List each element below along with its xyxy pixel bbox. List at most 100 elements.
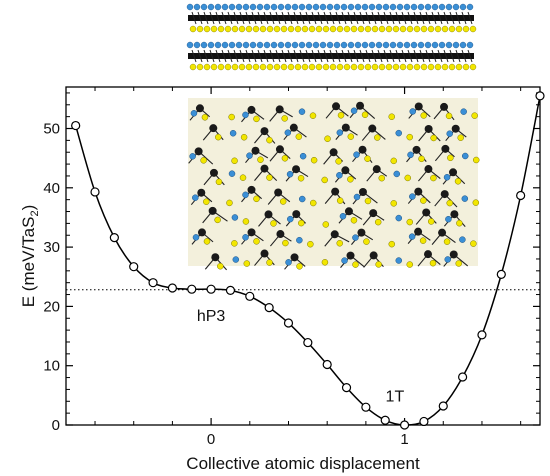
tantalum-atom [289, 123, 298, 132]
ta-bond [347, 49, 353, 63]
tantalum-atom [209, 124, 218, 133]
sulfur-atom [385, 25, 393, 33]
ta-bond [431, 11, 437, 25]
blue-atom [242, 41, 250, 49]
blue-atom [190, 110, 198, 117]
tantalum-atom [330, 230, 339, 239]
sulfur-atom [266, 174, 273, 181]
blue-atom [446, 130, 453, 137]
sulfur-atom [420, 112, 427, 119]
sulfur-atom [336, 63, 344, 71]
blue-atom [445, 215, 452, 223]
blue-atom [408, 233, 416, 240]
blue-atom [341, 257, 348, 264]
sulfur-atom [470, 240, 477, 247]
blue-atom [284, 3, 292, 11]
blue-atom [417, 3, 425, 11]
sulfur-atom [280, 63, 288, 71]
crystal-structure-inset [188, 98, 480, 271]
blue-atom [298, 41, 306, 49]
sulfur-atom [253, 238, 260, 245]
sulfur-atom [347, 176, 354, 183]
ta-bond [329, 11, 335, 25]
ta-bond [215, 49, 221, 63]
data-point [225, 285, 236, 295]
tantalum-atom [356, 101, 365, 110]
sulfur-atom [363, 238, 370, 245]
sulfur-atom [315, 25, 323, 33]
blue-atom [214, 3, 222, 11]
sulfur-atom [455, 260, 462, 267]
ta-bond [413, 11, 419, 25]
ta-bond [239, 11, 245, 25]
blue-atom [444, 256, 451, 263]
sulfur-atom [448, 63, 456, 71]
sulfur-atom [443, 238, 451, 245]
ta-bond [215, 11, 221, 25]
data-point [361, 402, 371, 412]
blue-atom [350, 107, 358, 115]
x-axis-label: Collective atomic displacement [186, 454, 420, 473]
sulfur-atom [427, 25, 435, 33]
blue-atom [361, 41, 369, 49]
blue-atom [214, 41, 222, 49]
sulfur-atom [456, 219, 463, 227]
sulfur-atom [228, 113, 235, 121]
blue-atom [460, 108, 467, 115]
blue-atom [431, 41, 439, 49]
data-point [129, 262, 139, 272]
sulfur-atom [310, 156, 318, 164]
sulfur-atom [322, 63, 330, 71]
blue-atom [336, 129, 344, 136]
sulfur-atom [297, 174, 305, 182]
sulfur-atom [224, 25, 232, 33]
sulfur-atom [217, 262, 224, 270]
ta-bond [281, 49, 287, 63]
blue-atom [438, 3, 446, 11]
y-tick-label: 10 [43, 358, 60, 375]
blue-atom [333, 3, 341, 11]
y-axis-label-main: E (meV/TaS [19, 217, 38, 308]
sulfur-atom [215, 178, 223, 186]
ta-bond [209, 11, 215, 25]
blue-atom [277, 41, 285, 49]
data-point [283, 318, 294, 328]
blue-atom [409, 193, 416, 200]
ta-bond [389, 49, 395, 63]
data-point [322, 359, 332, 370]
sulfur-atom [378, 25, 386, 33]
ta-bond [209, 49, 215, 63]
blue-atom [445, 41, 453, 49]
sulfur-atom [336, 240, 343, 247]
blue-atom [361, 3, 369, 11]
ta-bond [371, 11, 377, 25]
ta-bond [191, 11, 197, 25]
ta-bond [443, 49, 449, 63]
blue-atom [232, 256, 240, 263]
sulfur-atom [238, 63, 246, 71]
sulfur-atom [404, 174, 411, 182]
blue-atom [410, 3, 418, 11]
ta-bond [251, 11, 257, 25]
sulfur-atom [301, 25, 309, 33]
sulfur-atom [200, 157, 207, 164]
data-point [535, 91, 545, 101]
blue-atom [229, 130, 237, 137]
blue-atom [339, 213, 347, 220]
sulfur-atom [217, 63, 225, 71]
tantalum-atom [369, 209, 378, 218]
ta-bond [251, 49, 257, 63]
sulfur-atom [224, 63, 232, 71]
tantalum-atom [440, 190, 449, 199]
blue-atom [256, 3, 264, 11]
sulfur-atom [364, 63, 372, 71]
tantalum-atom [441, 144, 450, 153]
tantalum-atom [424, 165, 433, 174]
blue-atom [368, 41, 376, 49]
sulfur-atom [388, 240, 396, 248]
tantalum-atom [292, 210, 301, 219]
plot-frame [65, 86, 541, 426]
ta-bond [233, 49, 239, 63]
axis-ticks: 0 10 20 30 40 50 0 1 [43, 87, 540, 448]
